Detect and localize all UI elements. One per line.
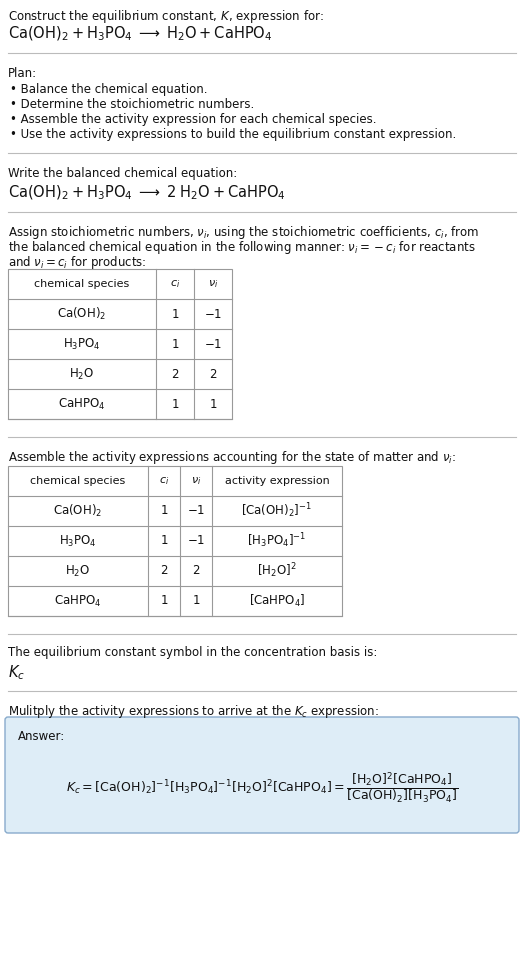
Text: Answer:: Answer: [18,730,66,743]
Text: and $\nu_i = c_i$ for products:: and $\nu_i = c_i$ for products: [8,254,146,271]
Text: Construct the equilibrium constant, $K$, expression for:: Construct the equilibrium constant, $K$,… [8,8,324,25]
Text: the balanced chemical equation in the following manner: $\nu_i = -c_i$ for react: the balanced chemical equation in the fo… [8,239,476,256]
Text: $K_c = [\mathrm{Ca(OH)_2}]^{-1} [\mathrm{H_3PO_4}]^{-1} [\mathrm{H_2O}]^{2} [\ma: $K_c = [\mathrm{Ca(OH)_2}]^{-1} [\mathrm… [66,771,458,806]
Text: $K_c$: $K_c$ [8,663,25,682]
Text: • Balance the chemical equation.: • Balance the chemical equation. [10,83,208,96]
Text: $\mathrm{H_3PO_4}$: $\mathrm{H_3PO_4}$ [59,533,97,549]
Text: $-1$: $-1$ [187,534,205,548]
Text: 1: 1 [160,534,168,548]
Text: $\mathrm{Ca(OH)_2}$: $\mathrm{Ca(OH)_2}$ [53,503,103,519]
Text: $\mathrm{CaHPO_4}$: $\mathrm{CaHPO_4}$ [54,594,102,609]
Text: Assign stoichiometric numbers, $\nu_i$, using the stoichiometric coefficients, $: Assign stoichiometric numbers, $\nu_i$, … [8,224,479,241]
Text: $\mathrm{Ca(OH)_2}$: $\mathrm{Ca(OH)_2}$ [58,306,106,322]
Bar [8,466,342,616]
Text: activity expression: activity expression [225,476,330,486]
Text: 2: 2 [171,367,179,381]
Text: Plan:: Plan: [8,67,37,80]
FancyBboxPatch shape [5,717,519,833]
Text: $\nu_i$: $\nu_i$ [208,278,218,290]
Text: $\mathrm{Ca(OH)_2 + H_3PO_4 \;\longrightarrow\; 2\; H_2O + CaHPO_4}$: $\mathrm{Ca(OH)_2 + H_3PO_4 \;\longright… [8,184,286,202]
Text: 1: 1 [160,595,168,607]
Text: 1: 1 [171,397,179,410]
Text: Mulitply the activity expressions to arrive at the $K_c$ expression:: Mulitply the activity expressions to arr… [8,703,379,720]
Text: $\mathrm{H_3PO_4}$: $\mathrm{H_3PO_4}$ [63,337,101,352]
Text: $[\mathrm{H_3PO_4}]^{-1}$: $[\mathrm{H_3PO_4}]^{-1}$ [247,531,307,550]
Text: $[\mathrm{Ca(OH)_2}]^{-1}$: $[\mathrm{Ca(OH)_2}]^{-1}$ [242,502,312,521]
Text: 2: 2 [209,367,217,381]
Text: $[\mathrm{H_2O}]^{2}$: $[\mathrm{H_2O}]^{2}$ [257,562,297,580]
Text: $\mathrm{Ca(OH)_2 + H_3PO_4 \;\longrightarrow\; H_2O + CaHPO_4}$: $\mathrm{Ca(OH)_2 + H_3PO_4 \;\longright… [8,25,272,43]
Text: $-1$: $-1$ [187,504,205,518]
Text: $\mathrm{H_2O}$: $\mathrm{H_2O}$ [69,366,95,382]
Text: 1: 1 [171,338,179,350]
Text: Assemble the activity expressions accounting for the state of matter and $\nu_i$: Assemble the activity expressions accoun… [8,449,456,466]
Text: The equilibrium constant symbol in the concentration basis is:: The equilibrium constant symbol in the c… [8,646,377,659]
Text: Write the balanced chemical equation:: Write the balanced chemical equation: [8,167,237,180]
Text: $-1$: $-1$ [204,308,222,320]
Text: • Determine the stoichiometric numbers.: • Determine the stoichiometric numbers. [10,98,254,111]
Text: • Use the activity expressions to build the equilibrium constant expression.: • Use the activity expressions to build … [10,128,456,141]
Text: $\mathrm{CaHPO_4}$: $\mathrm{CaHPO_4}$ [58,396,106,411]
Text: 1: 1 [192,595,200,607]
Text: 1: 1 [209,397,217,410]
Text: $c_i$: $c_i$ [159,475,169,487]
Text: $-1$: $-1$ [204,338,222,350]
Text: $\nu_i$: $\nu_i$ [191,475,201,487]
Text: 2: 2 [160,565,168,577]
Text: 1: 1 [171,308,179,320]
Text: • Assemble the activity expression for each chemical species.: • Assemble the activity expression for e… [10,113,377,126]
Text: $c_i$: $c_i$ [170,278,180,290]
Text: $\mathrm{H_2O}$: $\mathrm{H_2O}$ [66,564,91,578]
Text: 2: 2 [192,565,200,577]
Bar [8,269,232,419]
Text: $[\mathrm{CaHPO_4}]$: $[\mathrm{CaHPO_4}]$ [249,593,305,609]
Text: chemical species: chemical species [35,279,129,289]
Text: 1: 1 [160,504,168,518]
Text: chemical species: chemical species [30,476,126,486]
